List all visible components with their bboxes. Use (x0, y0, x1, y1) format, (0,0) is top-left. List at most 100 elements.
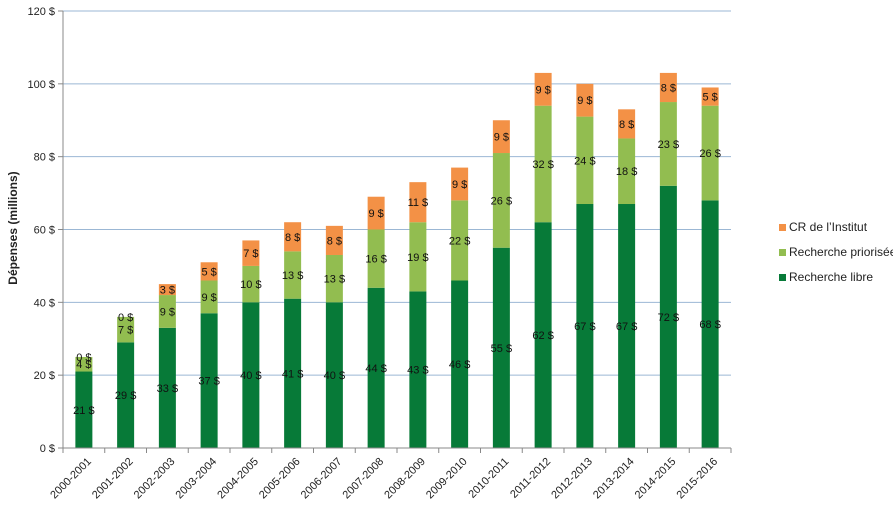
y-tick-label: 0 $ (40, 443, 55, 455)
bar-segment (492, 247, 510, 448)
data-label: 40 $ (240, 370, 261, 382)
y-axis-label: Dépenses (millions) (6, 171, 20, 284)
legend-label: Recherche libre (789, 270, 873, 284)
data-label: 46 $ (449, 359, 470, 371)
x-tick-label: 2014-2015 (633, 456, 679, 502)
x-tick-label: 2006-2007 (299, 456, 345, 502)
bar-segment (618, 204, 636, 448)
data-label: 9 $ (577, 95, 592, 107)
bar-segment (409, 222, 427, 292)
bar-segment (618, 138, 636, 205)
data-label: 8 $ (619, 119, 634, 131)
data-label: 0 $ (118, 312, 133, 324)
axes (62, 11, 732, 453)
data-label: 11 $ (408, 197, 429, 209)
data-label: 18 $ (616, 166, 637, 178)
bar-segment (158, 284, 176, 296)
bar-segment (200, 262, 218, 281)
bar-segment (451, 200, 469, 281)
bar-segment (701, 200, 719, 448)
y-tick-label: 40 $ (34, 297, 55, 309)
bar-segment (409, 291, 427, 448)
data-label: 40 $ (324, 370, 345, 382)
data-label: 8 $ (661, 82, 676, 94)
bar-segment (284, 298, 302, 448)
x-tick-label: 2003-2004 (174, 456, 220, 502)
data-label: 7 $ (243, 248, 258, 260)
y-tick-label: 20 $ (34, 370, 55, 382)
bar-segment (618, 109, 636, 139)
data-label: 37 $ (198, 376, 219, 388)
bar-segment (451, 167, 469, 201)
bar-segment (492, 120, 510, 154)
legend-label: Recherche priorisée (789, 245, 893, 259)
x-tick-label: 2011-2012 (508, 456, 553, 501)
bar-segment (367, 229, 385, 288)
x-tick-label: 2015-2016 (675, 456, 721, 502)
data-label: 24 $ (574, 155, 595, 167)
legend: CR de l’Institut Recherche priorisée Reche… (779, 220, 893, 284)
data-label: 13 $ (282, 270, 303, 282)
data-label: 7 $ (118, 325, 133, 337)
data-label: 9 $ (201, 292, 216, 304)
data-label: 5 $ (201, 266, 216, 278)
bar-segment (659, 102, 677, 186)
x-tick-label: 2012-2013 (549, 456, 595, 502)
data-label: 33 $ (157, 383, 178, 395)
data-label: 62 $ (532, 330, 553, 342)
data-label: 8 $ (327, 235, 342, 247)
x-tick-label: 2005-2006 (257, 456, 303, 502)
data-labels: 21 $4 $0 $29 $7 $0 $33 $9 $3 $37 $9 $5 $… (73, 82, 721, 416)
legend-swatch (779, 224, 786, 231)
y-tick-label: 60 $ (34, 225, 55, 237)
x-tick-label: 2008-2009 (382, 456, 428, 502)
y-tick-labels: 0 $ 20 $ 40 $ 60 $ 80 $ 100 $ 120 $ (27, 6, 55, 455)
data-label: 9 $ (452, 179, 467, 191)
bar-segment (242, 265, 260, 303)
bar-segment (659, 185, 677, 449)
bar-segment (200, 280, 218, 314)
bar-segment (576, 83, 594, 117)
x-tick-label: 2001-2002 (90, 456, 136, 502)
data-label: 41 $ (282, 368, 303, 380)
x-tick-label: 2013-2014 (591, 456, 637, 502)
bar-segment (367, 287, 385, 448)
bar-segment (242, 240, 260, 266)
data-label: 23 $ (658, 139, 679, 151)
legend-label: CR de l’Institut (789, 220, 868, 234)
data-label: 5 $ (702, 92, 717, 104)
bar-segment (117, 342, 135, 448)
x-tick-label: 2010-2011 (466, 456, 511, 501)
legend-swatch (779, 249, 786, 256)
bar-segment (158, 327, 176, 448)
bar-segment (200, 313, 218, 448)
data-label: 3 $ (160, 285, 175, 297)
data-label: 16 $ (365, 254, 386, 266)
data-label: 10 $ (240, 279, 261, 291)
bar-segment (534, 105, 552, 223)
data-label: 0 $ (76, 352, 91, 364)
bar-segment (325, 302, 343, 448)
x-tick-label: 2000-2001 (48, 456, 94, 502)
data-label: 67 $ (616, 321, 637, 333)
bar-segment (534, 222, 552, 448)
x-tick-label: 2009-2010 (424, 456, 470, 502)
data-label: 13 $ (324, 274, 345, 286)
data-label: 29 $ (115, 390, 136, 402)
legend-swatch (779, 274, 786, 281)
data-label: 8 $ (285, 232, 300, 244)
data-label: 9 $ (494, 132, 509, 144)
bar-segment (701, 87, 719, 106)
bar-segment (284, 222, 302, 252)
data-label: 26 $ (491, 195, 512, 207)
x-tick-label: 2007-2008 (341, 456, 387, 502)
y-tick-label: 120 $ (27, 6, 55, 18)
bar-segment (534, 72, 552, 106)
bar-segment (242, 302, 260, 448)
bar-segment (409, 182, 427, 223)
data-label: 4 $ (76, 359, 91, 371)
bar-segment (325, 225, 343, 255)
bar-segment (451, 280, 469, 448)
bar-segment (75, 371, 93, 448)
